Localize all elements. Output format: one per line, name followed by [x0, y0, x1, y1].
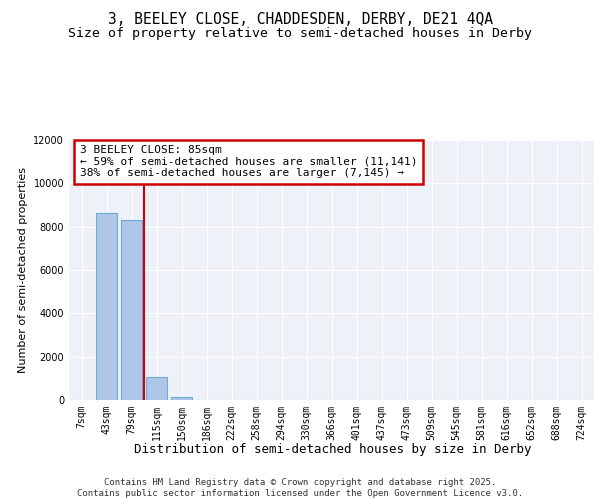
- Y-axis label: Number of semi-detached properties: Number of semi-detached properties: [18, 167, 28, 373]
- Bar: [96, 212, 117, 400]
- Bar: [146, 377, 167, 400]
- Text: Contains HM Land Registry data © Crown copyright and database right 2025.
Contai: Contains HM Land Registry data © Crown c…: [77, 478, 523, 498]
- Bar: [121, 220, 142, 400]
- Text: 3 BEELEY CLOSE: 85sqm
← 59% of semi-detached houses are smaller (11,141)
38% of : 3 BEELEY CLOSE: 85sqm ← 59% of semi-deta…: [79, 145, 417, 178]
- Text: Size of property relative to semi-detached houses in Derby: Size of property relative to semi-detach…: [68, 28, 532, 40]
- Bar: [171, 397, 192, 400]
- Text: 3, BEELEY CLOSE, CHADDESDEN, DERBY, DE21 4QA: 3, BEELEY CLOSE, CHADDESDEN, DERBY, DE21…: [107, 12, 493, 28]
- Text: Distribution of semi-detached houses by size in Derby: Distribution of semi-detached houses by …: [134, 442, 532, 456]
